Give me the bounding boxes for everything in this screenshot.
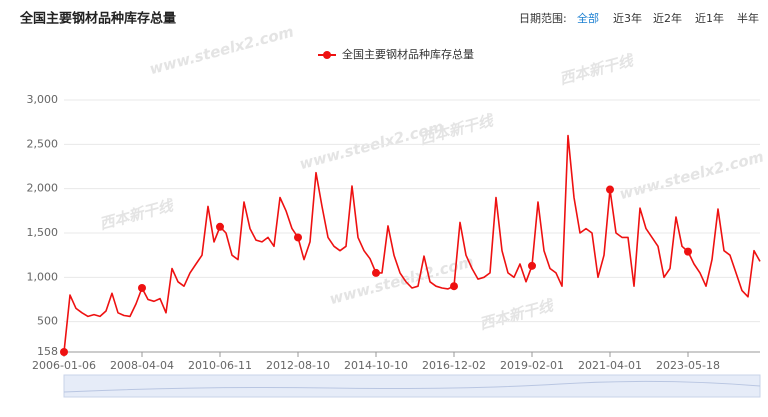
point-marker[interactable]	[294, 233, 302, 242]
y-tick-label: 500	[37, 315, 58, 328]
y-tick-label: 158	[37, 345, 58, 358]
watermark: 西本新干线	[558, 51, 637, 88]
x-tick-label: 2010-06-11	[188, 359, 252, 372]
watermark: www.steelx2.com	[618, 147, 766, 203]
range-option[interactable]: 半年	[737, 11, 759, 25]
range-option[interactable]: 近2年	[653, 11, 682, 25]
watermark: 西本新干线	[478, 296, 557, 333]
x-tick-label: 2008-04-04	[110, 359, 174, 372]
zoom-slider[interactable]	[63, 374, 761, 398]
y-tick-label: 3,000	[27, 93, 59, 106]
y-tick-label: 1,000	[27, 270, 59, 283]
watermark: www.steelx2.com	[148, 22, 296, 78]
y-tick-label: 2,500	[27, 137, 59, 150]
x-tick-label: 2016-12-02	[422, 359, 486, 372]
y-tick-label: 1,500	[27, 226, 59, 239]
point-marker[interactable]	[684, 247, 692, 256]
chart-title: 全国主要钢材品种库存总量	[19, 11, 176, 27]
y-tick-label: 2,000	[27, 182, 59, 195]
x-tick-label: 2019-02-01	[500, 359, 564, 372]
point-marker[interactable]	[372, 268, 380, 277]
x-tick-label: 2006-01-06	[32, 359, 96, 372]
range-label: 日期范围:	[519, 11, 567, 25]
range-option[interactable]: 近3年	[613, 11, 642, 25]
range-options: 全部 近3年 近2年 近1年 半年	[577, 11, 759, 25]
x-tick-label: 2023-05-18	[656, 359, 720, 372]
x-tick-label: 2012-08-10	[266, 359, 330, 372]
watermark: www.steelx2.com	[328, 252, 476, 308]
watermark: 西本新干线	[418, 111, 497, 148]
x-tick-label: 2021-04-01	[578, 359, 642, 372]
point-marker[interactable]	[528, 261, 536, 270]
slider-preview	[63, 380, 761, 393]
point-marker[interactable]	[450, 282, 458, 291]
range-option[interactable]: 全部	[577, 11, 599, 25]
watermark: 西本新干线	[98, 196, 177, 233]
legend-marker	[323, 51, 331, 59]
point-marker[interactable]	[60, 348, 68, 356]
series-line	[63, 134, 761, 353]
point-marker[interactable]	[216, 222, 224, 231]
watermarks: www.steelx2.com 西本新干线www.steelx2.com西本新干线…	[98, 22, 766, 333]
point-marker[interactable]	[606, 185, 614, 194]
x-tick-label: 2014-10-10	[344, 359, 408, 372]
point-marker[interactable]	[138, 283, 146, 292]
range-option[interactable]: 近1年	[695, 11, 724, 25]
legend-label[interactable]: 全国主要钢材品种库存总量	[342, 47, 474, 61]
